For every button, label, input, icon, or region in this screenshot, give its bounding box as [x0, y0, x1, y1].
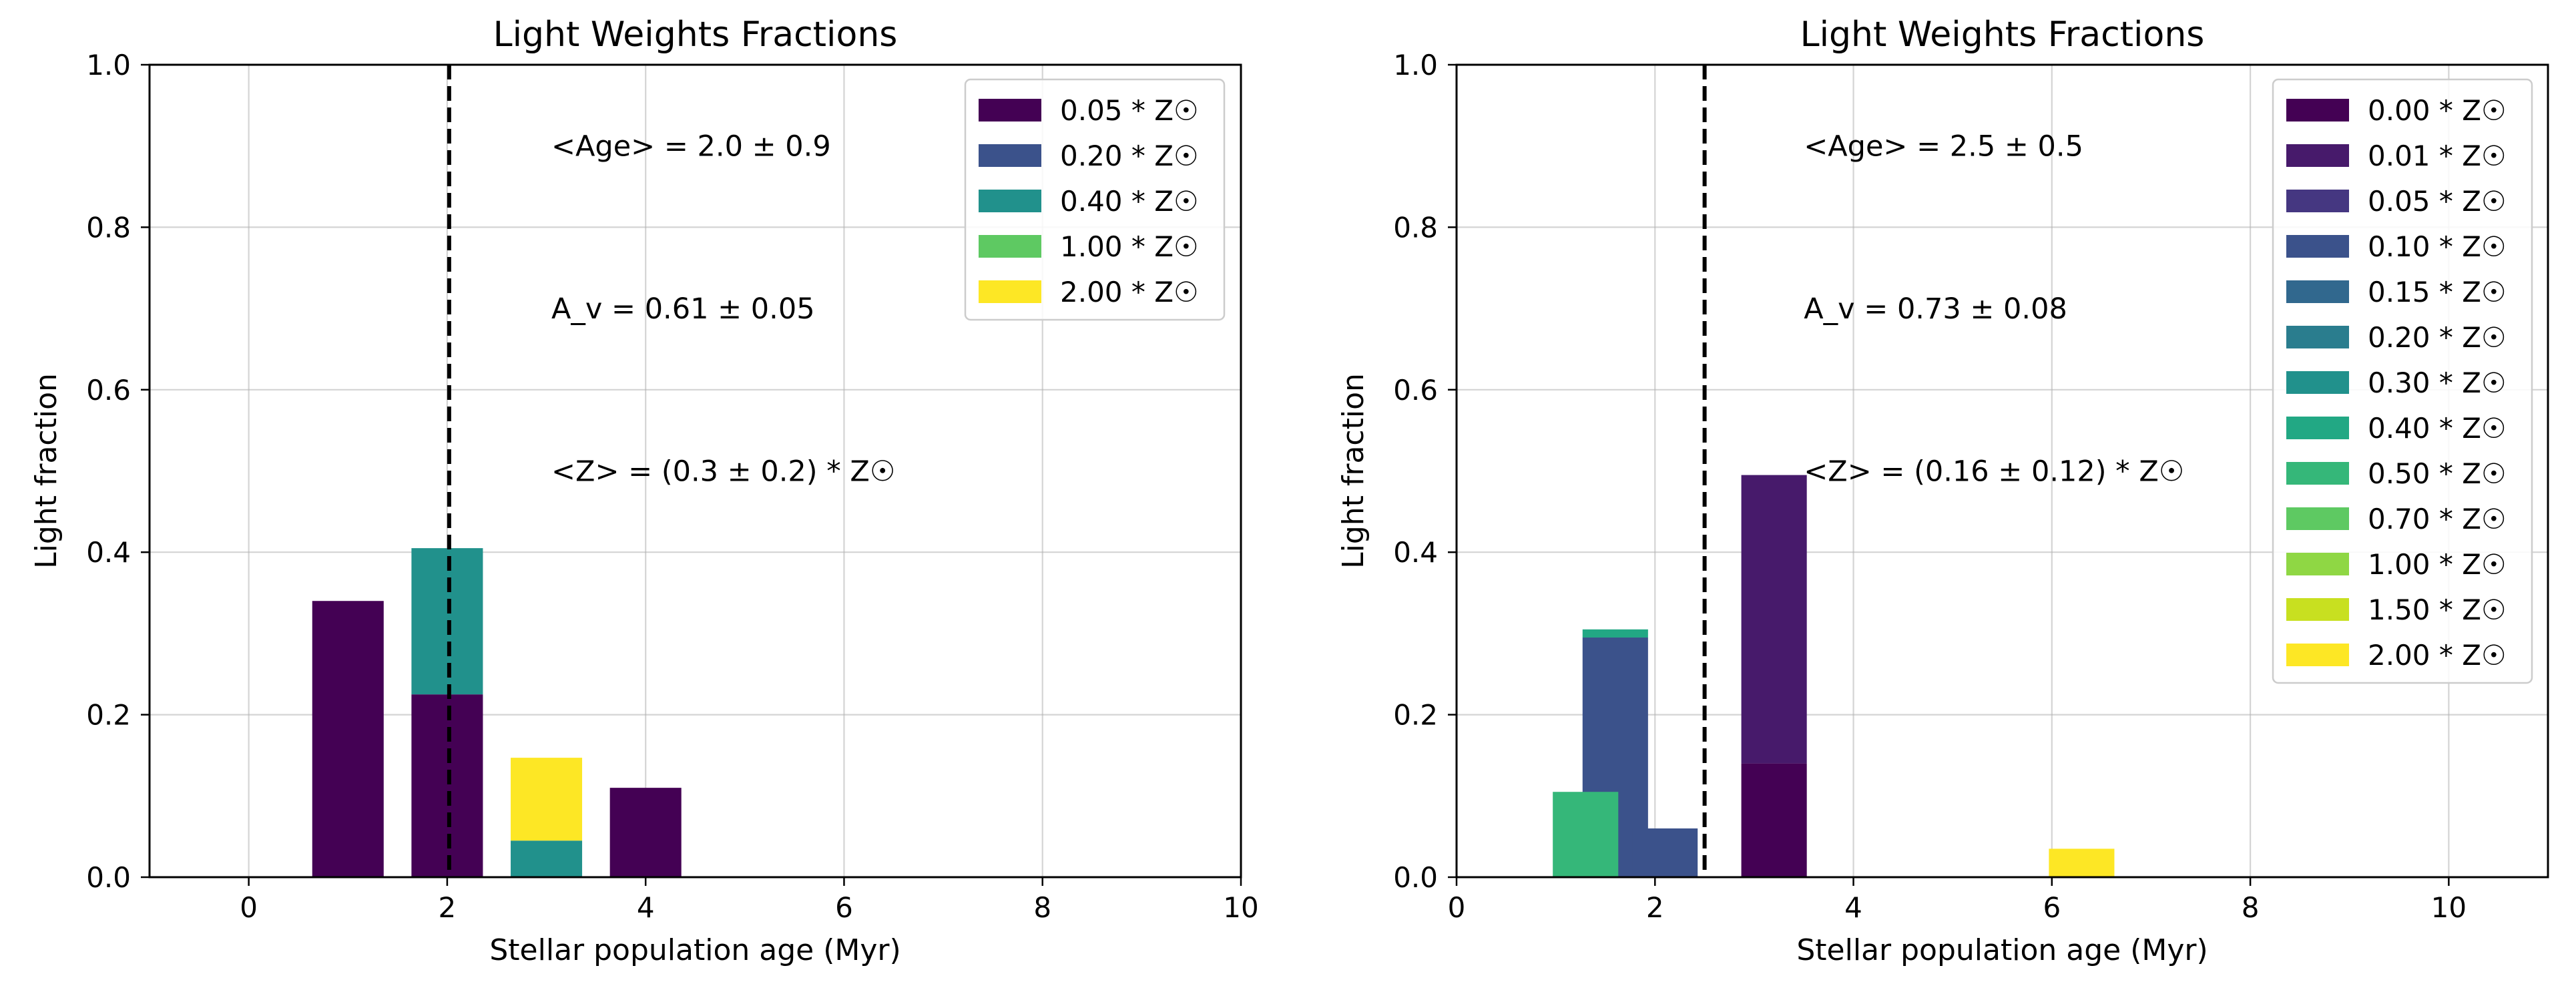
chart2-legend-label: 0.70 * Z☉: [2368, 503, 2507, 535]
chart2-legend-swatch: [2286, 462, 2349, 485]
chart1-title: Light Weights Fractions: [493, 15, 898, 55]
chart1-legend-swatch: [979, 190, 1041, 212]
chart2-y-tick-label: 0.6: [1393, 374, 1438, 407]
chart1-annotation: <Z> = (0.3 ± 0.2) * Z☉: [551, 455, 895, 489]
left-chart-panel: 0 2 4 6 8 10 0.0 0.2 0.4 0.6 0.8 1.0 Light Weights F…: [29, 15, 1259, 967]
chart2-annotation: A_v = 0.73 ± 0.08: [1804, 292, 2067, 326]
chart1-annotation: A_v = 0.61 ± 0.05: [551, 292, 815, 326]
chart1-legend-label: 1.00 * Z☉: [1060, 230, 1199, 263]
chart1-x-tick-label: 6: [835, 891, 853, 924]
chart1-x-tick-label: 0: [240, 891, 258, 924]
chart2-legend-swatch: [2286, 553, 2349, 575]
chart2-bar: [1741, 763, 1807, 877]
chart2-legend-label: 0.40 * Z☉: [2368, 412, 2507, 445]
chart2-legend-swatch: [2286, 99, 2349, 121]
chart2-bar: [1582, 629, 1648, 638]
chart2-legend-label: 0.15 * Z☉: [2368, 276, 2507, 308]
chart2-x-tick-label: 8: [2242, 891, 2260, 924]
chart1-bar: [312, 601, 384, 877]
chart1-legend-label: 0.20 * Z☉: [1060, 140, 1199, 172]
chart1-x-tick-label: 2: [439, 891, 457, 924]
chart2-legend-swatch: [2286, 190, 2349, 212]
chart2-legend-label: 0.30 * Z☉: [2368, 366, 2507, 399]
chart1-legend-swatch: [979, 235, 1041, 258]
chart2-title: Light Weights Fractions: [1800, 15, 2205, 55]
chart2-legend-label: 1.00 * Z☉: [2368, 548, 2507, 581]
chart2-legend-label: 0.01 * Z☉: [2368, 140, 2507, 172]
chart1-axes-frame: [148, 63, 1242, 879]
chart2-y-tick-label: 1.0: [1393, 49, 1438, 81]
chart2-x-tick-label: 4: [1844, 891, 1862, 924]
chart2-legend-label: 1.50 * Z☉: [2368, 593, 2507, 626]
chart2-legend-swatch: [2286, 507, 2349, 530]
chart2-bar: [1741, 475, 1807, 764]
chart1-bar: [609, 788, 682, 877]
chart1-bar: [511, 758, 583, 841]
chart1-annotation: <Age> = 2.0 ± 0.9: [551, 130, 831, 164]
chart2-legend-swatch: [2286, 417, 2349, 439]
chart2-legend-box: [2272, 78, 2533, 684]
chart1-legend-label: 0.05 * Z☉: [1060, 94, 1199, 127]
chart1-legend-swatch: [979, 144, 1041, 167]
chart2-bar: [1553, 792, 1619, 877]
chart2-legend-swatch: [2286, 371, 2349, 394]
chart2-legend-swatch: [2286, 144, 2349, 167]
chart1-legend-swatch: [979, 99, 1041, 121]
chart2-y-tick-label: 0.4: [1393, 536, 1438, 569]
chart2-legend-label: 0.50 * Z☉: [2368, 457, 2507, 490]
chart1-legend-label: 0.40 * Z☉: [1060, 185, 1199, 218]
chart2-y-tick-label: 0.2: [1393, 699, 1438, 732]
chart1-y-tick-label: 0.4: [86, 536, 131, 569]
chart2-y-tick-label: 0.0: [1393, 861, 1438, 894]
chart2-legend-swatch: [2286, 326, 2349, 348]
chart2-legend-swatch: [2286, 598, 2349, 621]
chart1-x-tick-label: 10: [1223, 891, 1258, 924]
chart2-x-tick-label: 6: [2043, 891, 2061, 924]
chart1-y-tick-label: 0.8: [86, 211, 131, 244]
chart2-annotation: <Age> = 2.5 ± 0.5: [1804, 130, 2083, 164]
chart1-legend-label: 2.00 * Z☉: [1060, 276, 1199, 308]
chart2-axes-frame: [1455, 63, 2549, 879]
chart2-legend-label: 0.20 * Z☉: [2368, 321, 2507, 354]
chart2-x-tick-label: 0: [1448, 891, 1466, 924]
chart2-x-tick-label: 2: [1646, 891, 1664, 924]
chart2-legend-swatch: [2286, 235, 2349, 258]
chart1-x-tick-label: 8: [1033, 891, 1051, 924]
chart2-bar: [2049, 848, 2115, 877]
chart1-y-axis-label: Light fraction: [29, 373, 63, 569]
chart2-y-tick-label: 0.8: [1393, 211, 1438, 244]
chart1-bar: [411, 694, 483, 877]
chart2-y-axis-label: Light fraction: [1336, 373, 1370, 569]
chart1-x-tick-label: 4: [637, 891, 655, 924]
chart2-annotation: <Z> = (0.16 ± 0.12) * Z☉: [1804, 455, 2184, 489]
chart2-legend-label: 2.00 * Z☉: [2368, 639, 2507, 672]
right-chart-panel: 0 2 4 6 8 10 0.0 0.2 0.4 0.6 0.8 1.0 Light Weights F…: [1336, 15, 2549, 967]
chart1-legend-swatch: [979, 280, 1041, 303]
chart2-legend-label: 0.10 * Z☉: [2368, 230, 2507, 263]
chart2-x-tick-label: 10: [2431, 891, 2467, 924]
chart2-x-axis-label: Stellar population age (Myr): [1796, 933, 2208, 967]
chart1-bar: [511, 840, 583, 877]
chart2-legend-swatch: [2286, 280, 2349, 303]
chart1-y-tick-label: 1.0: [86, 49, 131, 81]
chart1-x-axis-label: Stellar population age (Myr): [489, 933, 900, 967]
chart1-y-tick-label: 0.2: [86, 699, 131, 732]
chart1-y-tick-label: 0.0: [86, 861, 131, 894]
chart2-legend-label: 0.00 * Z☉: [2368, 94, 2507, 127]
chart2-bar: [1632, 828, 1698, 877]
chart1-legend-box: [964, 78, 1226, 321]
chart1-y-tick-label: 0.6: [86, 374, 131, 407]
chart2-legend-swatch: [2286, 644, 2349, 666]
chart2-legend-label: 0.05 * Z☉: [2368, 185, 2507, 218]
